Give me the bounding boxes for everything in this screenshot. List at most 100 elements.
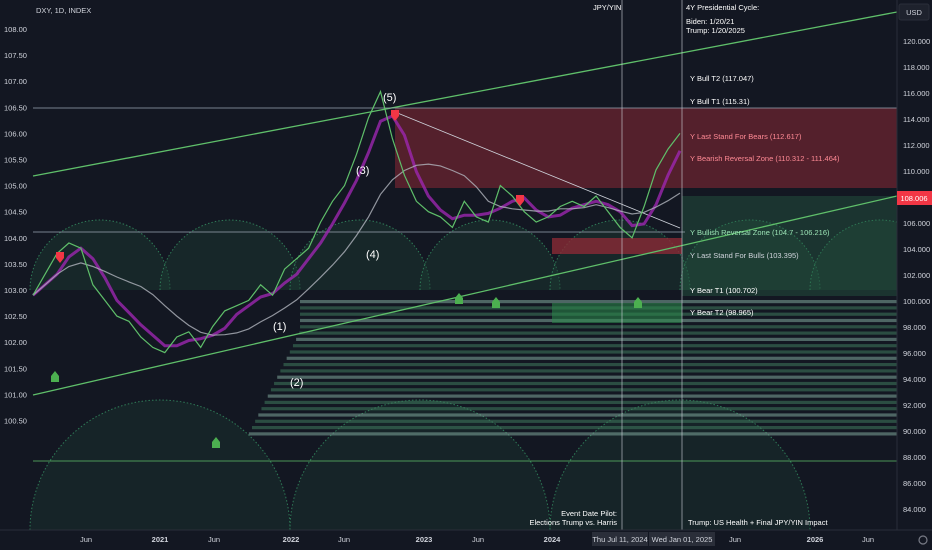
bullish-zone-red bbox=[552, 238, 682, 254]
right-axis-tick: 88.000 bbox=[903, 453, 926, 462]
support-band bbox=[280, 369, 898, 373]
signal-markers bbox=[51, 110, 642, 448]
support-band bbox=[252, 426, 897, 430]
time-axis: Jun 2021 Jun 2022 Jun 2023 Jun 2024 Jun 2026 Jun bbox=[80, 535, 874, 544]
time-axis-tick: 2026 bbox=[807, 535, 824, 544]
cursor-date-1: Thu Jul 11, 2024 bbox=[592, 535, 647, 544]
right-axis-tick: 114.000 bbox=[903, 115, 930, 124]
right-axis-tick: 98.000 bbox=[903, 323, 926, 332]
support-band bbox=[274, 381, 897, 386]
support-band bbox=[264, 400, 898, 404]
buy-marker bbox=[51, 371, 59, 382]
right-axis-tick: 90.000 bbox=[903, 427, 926, 436]
left-axis-tick: 107.00 bbox=[4, 77, 27, 86]
level-label: Y Bearish Reversal Zone (110.312 - 111.4… bbox=[690, 154, 840, 163]
support-band bbox=[283, 363, 897, 367]
support-band bbox=[289, 350, 897, 354]
bull-zone-right bbox=[682, 196, 897, 296]
right-axis-tick: 92.000 bbox=[903, 401, 926, 410]
right-axis-tick: 112.000 bbox=[903, 141, 930, 150]
sell-marker bbox=[56, 252, 64, 263]
right-axis-tick: 102.000 bbox=[903, 271, 930, 280]
cursor-date-box bbox=[592, 532, 648, 546]
support-band bbox=[299, 331, 897, 335]
time-axis-tick: Jun bbox=[472, 535, 484, 544]
cycle-dome bbox=[549, 219, 691, 291]
right-axis-tick: 86.000 bbox=[903, 479, 926, 488]
wave-label-1: (1) bbox=[273, 321, 286, 333]
settings-icon[interactable] bbox=[918, 535, 928, 545]
left-axis-tick: 106.50 bbox=[4, 103, 27, 112]
cycle-dome bbox=[29, 399, 291, 531]
time-axis-tick: 2024 bbox=[544, 535, 562, 544]
support-band bbox=[258, 413, 897, 417]
bearish-zone bbox=[395, 108, 897, 188]
symbol-title: DXY, 1D, INDEX bbox=[36, 6, 91, 15]
cycle-biden: Biden: 1/20/21 bbox=[686, 17, 734, 26]
support-band bbox=[292, 344, 897, 348]
right-axis-tick: 118.000 bbox=[903, 63, 930, 72]
right-axis-tick: 104.000 bbox=[903, 245, 930, 254]
upper-trendline bbox=[32, 11, 898, 177]
right-axis-tick: 116.000 bbox=[903, 89, 930, 98]
left-axis-tick: 103.00 bbox=[4, 286, 27, 295]
cycle-dome bbox=[29, 219, 171, 291]
currency-label[interactable]: USD bbox=[906, 8, 922, 17]
support-band bbox=[261, 407, 897, 411]
down-trend bbox=[394, 111, 681, 229]
left-axis-tick: 102.50 bbox=[4, 312, 27, 321]
support-band bbox=[300, 300, 897, 304]
level-label: Y Bear T1 (100.702) bbox=[690, 286, 758, 295]
buy-marker bbox=[634, 297, 642, 308]
left-axis-tick: 104.50 bbox=[4, 208, 27, 217]
left-axis-tick: 105.00 bbox=[4, 182, 27, 191]
support-bands bbox=[248, 196, 898, 436]
level-label: Y Bull T2 (117.047) bbox=[690, 74, 754, 83]
sell-marker bbox=[516, 195, 524, 206]
left-axis-tick: 104.00 bbox=[4, 234, 27, 243]
wave-label-2: (2) bbox=[290, 377, 303, 389]
lower-trendline bbox=[32, 195, 898, 396]
support-band bbox=[270, 388, 897, 392]
cycle-dome bbox=[159, 219, 301, 291]
buy-marker bbox=[212, 437, 220, 448]
support-band bbox=[267, 394, 897, 398]
support-band bbox=[277, 375, 897, 379]
cursor-date-box bbox=[649, 532, 715, 546]
left-axis-tick: 106.00 bbox=[4, 129, 27, 138]
time-axis-tick: Jun bbox=[338, 535, 350, 544]
support-band bbox=[296, 337, 898, 341]
right-axis-bg bbox=[897, 0, 932, 550]
cycle-dome bbox=[419, 219, 561, 291]
left-price-axis: 108.00 107.50 107.00 106.50 106.00 105.50 105.… bbox=[4, 25, 27, 426]
wave-label-3: (3) bbox=[356, 165, 369, 177]
right-axis-tick: 84.000 bbox=[903, 505, 926, 514]
level-labels: Y Bull T2 (117.047) Y Bull T1 (115.31) Y… bbox=[690, 74, 840, 317]
support-band bbox=[255, 419, 897, 423]
wave-label-4: (4) bbox=[366, 249, 379, 261]
left-axis-tick: 101.00 bbox=[4, 390, 27, 399]
level-label: Y Bear T2 (98.965) bbox=[690, 308, 754, 317]
currency-button[interactable] bbox=[898, 3, 930, 21]
time-axis-tick: 2021 bbox=[152, 535, 169, 544]
price-tag-label: 108.006 bbox=[900, 194, 927, 203]
right-axis-tick: 96.000 bbox=[903, 349, 926, 358]
level-label: Y Bull T1 (115.31) bbox=[690, 97, 750, 106]
time-axis-tick: Jun bbox=[862, 535, 874, 544]
time-axis-tick: Jun bbox=[729, 535, 741, 544]
price-line bbox=[32, 89, 681, 354]
right-axis-tick: 94.000 bbox=[903, 375, 926, 384]
level-label: Y Last Stand For Bears (112.617) bbox=[690, 132, 802, 141]
sell-marker bbox=[391, 110, 399, 121]
ma-slow bbox=[32, 163, 681, 336]
wave-label-5: (5) bbox=[383, 92, 396, 104]
buy-marker bbox=[455, 293, 463, 304]
right-axis-tick: 106.000 bbox=[903, 219, 930, 228]
left-axis-tick: 107.50 bbox=[4, 51, 27, 60]
price-tag bbox=[897, 191, 932, 205]
level-label: Y Bullish Reversal Zone (104.7 - 106.216… bbox=[690, 228, 830, 237]
support-band bbox=[286, 356, 897, 360]
event-line-1: Event Date Pilot: bbox=[561, 509, 617, 518]
